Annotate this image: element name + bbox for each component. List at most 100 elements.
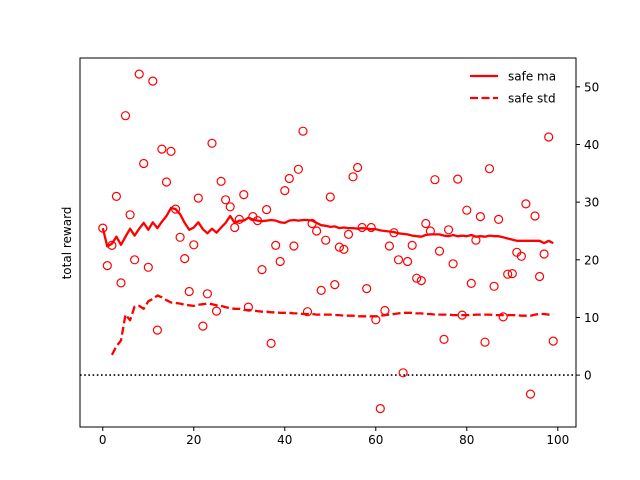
scatter-point xyxy=(252,216,263,226)
scatter-point xyxy=(211,306,222,316)
scatter-point xyxy=(321,235,331,245)
scatter-point xyxy=(107,240,117,250)
scatter-point xyxy=(325,192,335,202)
y-axis-label: total reward xyxy=(60,207,74,280)
scatter-point xyxy=(298,126,308,136)
scatter-point xyxy=(462,205,472,215)
scatter-point xyxy=(293,164,303,174)
scatter-point xyxy=(343,229,354,239)
scatter-point xyxy=(266,338,276,348)
scatter-point xyxy=(302,307,313,317)
scatter-point xyxy=(334,242,344,252)
scatter-point xyxy=(111,191,122,201)
scatter-point xyxy=(407,240,417,250)
scatter-point xyxy=(412,273,422,283)
scatter-point xyxy=(116,278,126,288)
scatter-point xyxy=(130,255,140,265)
scatter-point xyxy=(548,336,558,346)
scatter-point xyxy=(316,285,326,295)
scatter-point xyxy=(434,246,445,256)
scatter-point xyxy=(171,204,181,214)
scatter-point xyxy=(202,289,212,299)
series-line-safe-std xyxy=(110,294,554,356)
scatter-point xyxy=(262,205,272,215)
scatter-point xyxy=(534,271,545,282)
scatter-point xyxy=(439,334,449,344)
scatter-point xyxy=(544,132,554,142)
scatter-point xyxy=(357,222,367,233)
scatter-point xyxy=(362,284,372,294)
scatter-point xyxy=(307,218,317,229)
scatter-point xyxy=(430,175,440,185)
scatter-point xyxy=(102,261,112,271)
scatter-point xyxy=(120,111,131,121)
x-tick-label: 40 xyxy=(277,433,292,447)
scatter-point xyxy=(275,256,285,267)
scatter-point xyxy=(425,226,435,236)
scatter-point xyxy=(143,262,153,272)
scatter-point xyxy=(166,146,176,156)
plot-frame xyxy=(79,57,577,428)
x-tick-label: 80 xyxy=(459,433,474,447)
scatter-point xyxy=(448,259,458,269)
scatter-point xyxy=(148,76,158,86)
y-tick-label: 10 xyxy=(584,311,599,325)
x-tick-label: 100 xyxy=(546,433,569,447)
y-tick-label: 50 xyxy=(584,80,599,94)
x-tick-label: 60 xyxy=(368,433,383,447)
legend: safe ma safe std xyxy=(470,70,556,106)
scatter-point xyxy=(494,214,504,224)
scatter-point xyxy=(389,228,399,238)
scatter-point xyxy=(312,226,322,236)
plot-area xyxy=(80,58,576,427)
scatter-point xyxy=(398,368,408,378)
points-layer xyxy=(98,69,558,414)
scatter-point xyxy=(216,176,226,186)
scatter-point xyxy=(207,138,217,148)
scatter-point xyxy=(280,186,290,196)
scatter-point xyxy=(257,265,267,275)
x-tick-label: 20 xyxy=(186,433,201,447)
scatter-point xyxy=(530,211,540,221)
scatter-point xyxy=(489,281,499,291)
y-tick-label: 40 xyxy=(584,138,599,152)
scatter-point xyxy=(180,254,190,264)
scatter-point xyxy=(371,315,381,325)
scatter-point xyxy=(189,240,199,250)
scatter-point xyxy=(353,162,363,173)
scatter-point xyxy=(330,280,340,290)
y-tick-label: 20 xyxy=(584,253,599,267)
scatter-point xyxy=(98,223,108,233)
scatter-point xyxy=(152,325,162,335)
scatter-point xyxy=(466,278,476,288)
scatter-point xyxy=(289,241,299,251)
x-tick-label: 0 xyxy=(99,433,107,447)
scatter-point xyxy=(475,212,485,222)
scatter-point xyxy=(384,241,394,251)
scatter-point xyxy=(498,312,508,322)
y-tick-label: 0 xyxy=(584,369,592,383)
scatter-point xyxy=(234,214,244,224)
scatter-point xyxy=(184,286,194,297)
scatter-point xyxy=(271,240,281,250)
scatter-point xyxy=(243,302,253,312)
scatter-point xyxy=(453,174,463,184)
scatter-point xyxy=(284,173,294,184)
scatter-point xyxy=(393,255,404,265)
scatter-point xyxy=(230,222,240,233)
scatter-point xyxy=(366,222,376,233)
scatter-point xyxy=(198,321,208,331)
scatter-point xyxy=(516,251,527,261)
legend-label: safe ma xyxy=(508,70,556,84)
scatter-point xyxy=(507,269,517,279)
scatter-point xyxy=(375,404,385,414)
scatter-point xyxy=(503,269,513,279)
scatter-point xyxy=(221,195,231,205)
scatter-point xyxy=(525,389,536,399)
scatter-point xyxy=(125,210,135,220)
scatter-point xyxy=(539,249,549,259)
scatter-point xyxy=(239,190,249,200)
scatter-point xyxy=(403,256,413,267)
scatter-point xyxy=(134,69,144,79)
